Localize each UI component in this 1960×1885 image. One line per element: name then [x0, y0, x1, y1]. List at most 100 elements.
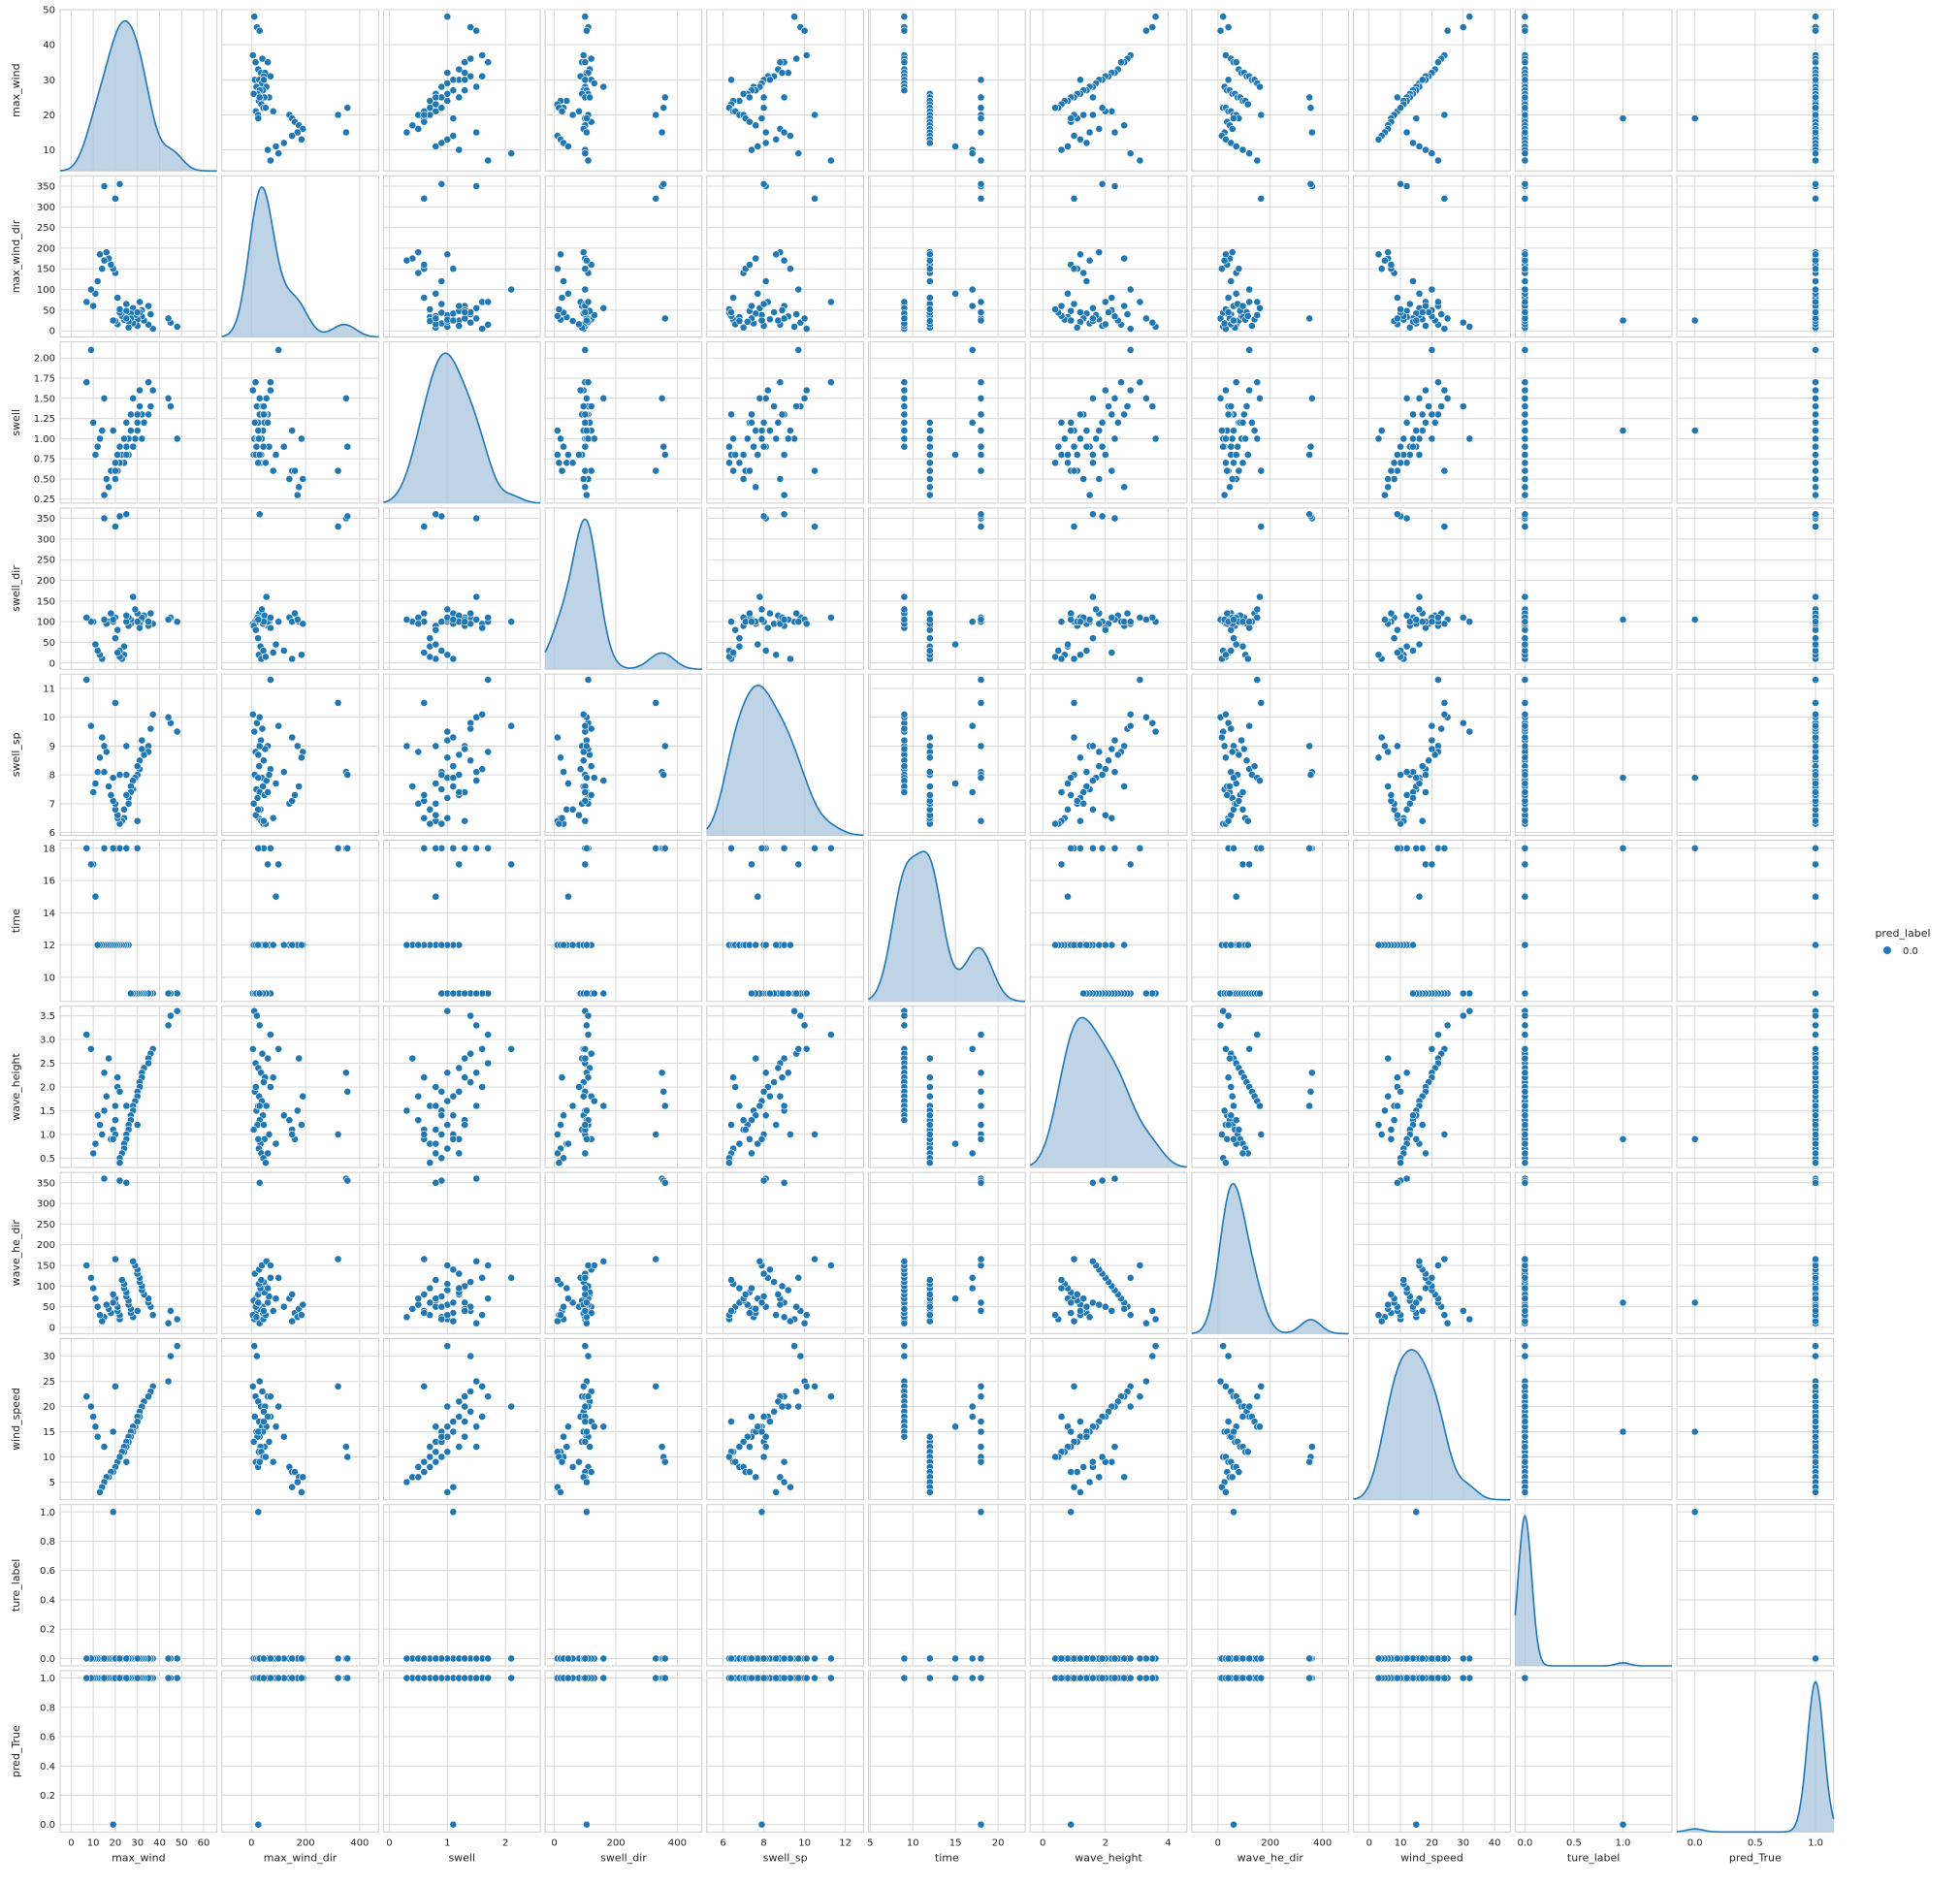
y-tick-label: 100	[37, 618, 55, 628]
scatter-point	[402, 616, 411, 623]
scatter-point	[1095, 748, 1104, 756]
scatter-point	[443, 250, 452, 259]
scatter-point	[478, 1044, 487, 1053]
scatter-point	[746, 261, 754, 269]
scatter-point	[1381, 1106, 1389, 1115]
scatter-point	[484, 1031, 493, 1038]
scatter-point	[466, 72, 475, 80]
scatter-point	[443, 69, 452, 77]
scatter-point	[1230, 844, 1237, 852]
scatter-point	[1394, 1102, 1401, 1110]
panel-swell_sp-vs-time	[868, 673, 1026, 837]
scatter-point	[1812, 780, 1819, 787]
scatter-point	[297, 135, 305, 144]
scatter-point	[1108, 1307, 1116, 1315]
scatter-point	[977, 308, 985, 316]
scatter-point	[1064, 289, 1072, 298]
scatter-point	[343, 1087, 352, 1096]
scatter-point	[1377, 265, 1386, 273]
scatter-point	[746, 1134, 754, 1143]
scatter-point	[133, 1307, 142, 1315]
scatter-point	[82, 378, 91, 387]
scatter-point	[261, 941, 270, 949]
scatter-point	[827, 298, 835, 306]
scatter-point	[107, 791, 115, 799]
scatter-point	[1387, 1126, 1396, 1134]
scatter-point	[968, 345, 977, 354]
scatter-point	[1521, 1121, 1529, 1129]
panel-wave_he_dir-vs-wave_he_dir	[1191, 1171, 1350, 1335]
scatter-point	[977, 699, 985, 707]
scatter-point	[1243, 816, 1252, 825]
scatter-point	[100, 1174, 109, 1183]
y-tick-label: 10	[43, 713, 55, 723]
scatter-point	[968, 721, 977, 730]
scatter-point	[925, 753, 934, 762]
scatter-point	[1521, 1159, 1529, 1167]
scatter-point	[1110, 394, 1119, 402]
scatter-point	[1051, 653, 1059, 661]
scatter-point	[729, 466, 737, 475]
scatter-point	[269, 1073, 277, 1082]
scatter-point	[1123, 402, 1132, 410]
scatter-point	[735, 642, 744, 651]
scatter-point	[1051, 305, 1059, 313]
scatter-point	[259, 76, 268, 84]
scatter-point	[1126, 860, 1135, 869]
scatter-point	[1521, 788, 1529, 796]
scatter-point	[1079, 799, 1088, 808]
scatter-point	[461, 308, 469, 316]
scatter-point	[109, 1134, 117, 1143]
panel-wave_height-vs-max_wind_dir	[221, 1006, 379, 1168]
scatter-point	[87, 285, 95, 294]
panel-frame	[706, 507, 864, 670]
scatter-point	[587, 1049, 595, 1058]
scatter-point	[581, 1044, 590, 1053]
scatter-point	[164, 616, 173, 623]
scatter-point	[1051, 819, 1059, 828]
scatter-point	[164, 314, 173, 323]
scatter-point	[1098, 771, 1107, 779]
scatter-point	[1227, 941, 1236, 949]
scatter-point	[259, 410, 268, 419]
scatter-point	[285, 475, 294, 483]
scatter-point	[1148, 719, 1157, 727]
scatter-point	[1230, 774, 1237, 782]
scatter-point	[1148, 23, 1157, 31]
scatter-point	[414, 1116, 423, 1125]
scatter-point	[759, 1269, 768, 1278]
scatter-point	[420, 1131, 429, 1138]
scatter-point	[1812, 394, 1819, 402]
scatter-point	[581, 1284, 590, 1293]
scatter-point	[449, 265, 458, 273]
scatter-point	[98, 1131, 107, 1138]
scatter-point	[555, 305, 563, 313]
scatter-point	[652, 1131, 660, 1138]
scatter-point	[1394, 294, 1401, 302]
scatter-point	[739, 323, 748, 332]
scatter-point	[1110, 434, 1119, 443]
scatter-point	[579, 756, 588, 765]
scatter-point	[968, 1044, 977, 1053]
scatter-point	[599, 1257, 608, 1265]
scatter-point	[449, 76, 458, 84]
y-tick-label: 1.25	[34, 414, 55, 425]
scatter-point	[259, 1078, 268, 1086]
scatter-point	[1108, 814, 1116, 822]
scatter-point	[581, 442, 590, 451]
scatter-point	[1521, 466, 1529, 475]
scatter-point	[778, 1073, 787, 1082]
scatter-point	[1521, 386, 1529, 395]
scatter-point	[1101, 386, 1109, 395]
y-tick-label: 11	[43, 685, 55, 695]
scatter-point	[1256, 82, 1264, 91]
scatter-point	[478, 710, 487, 719]
scatter-point	[1521, 394, 1529, 402]
scatter-point	[455, 1149, 464, 1158]
scatter-point	[264, 418, 272, 427]
scatter-point	[122, 418, 131, 427]
scatter-point	[1619, 844, 1627, 852]
y-tick-label: 3.5	[40, 1011, 55, 1022]
scatter-point	[772, 135, 781, 144]
scatter-point	[925, 783, 934, 790]
